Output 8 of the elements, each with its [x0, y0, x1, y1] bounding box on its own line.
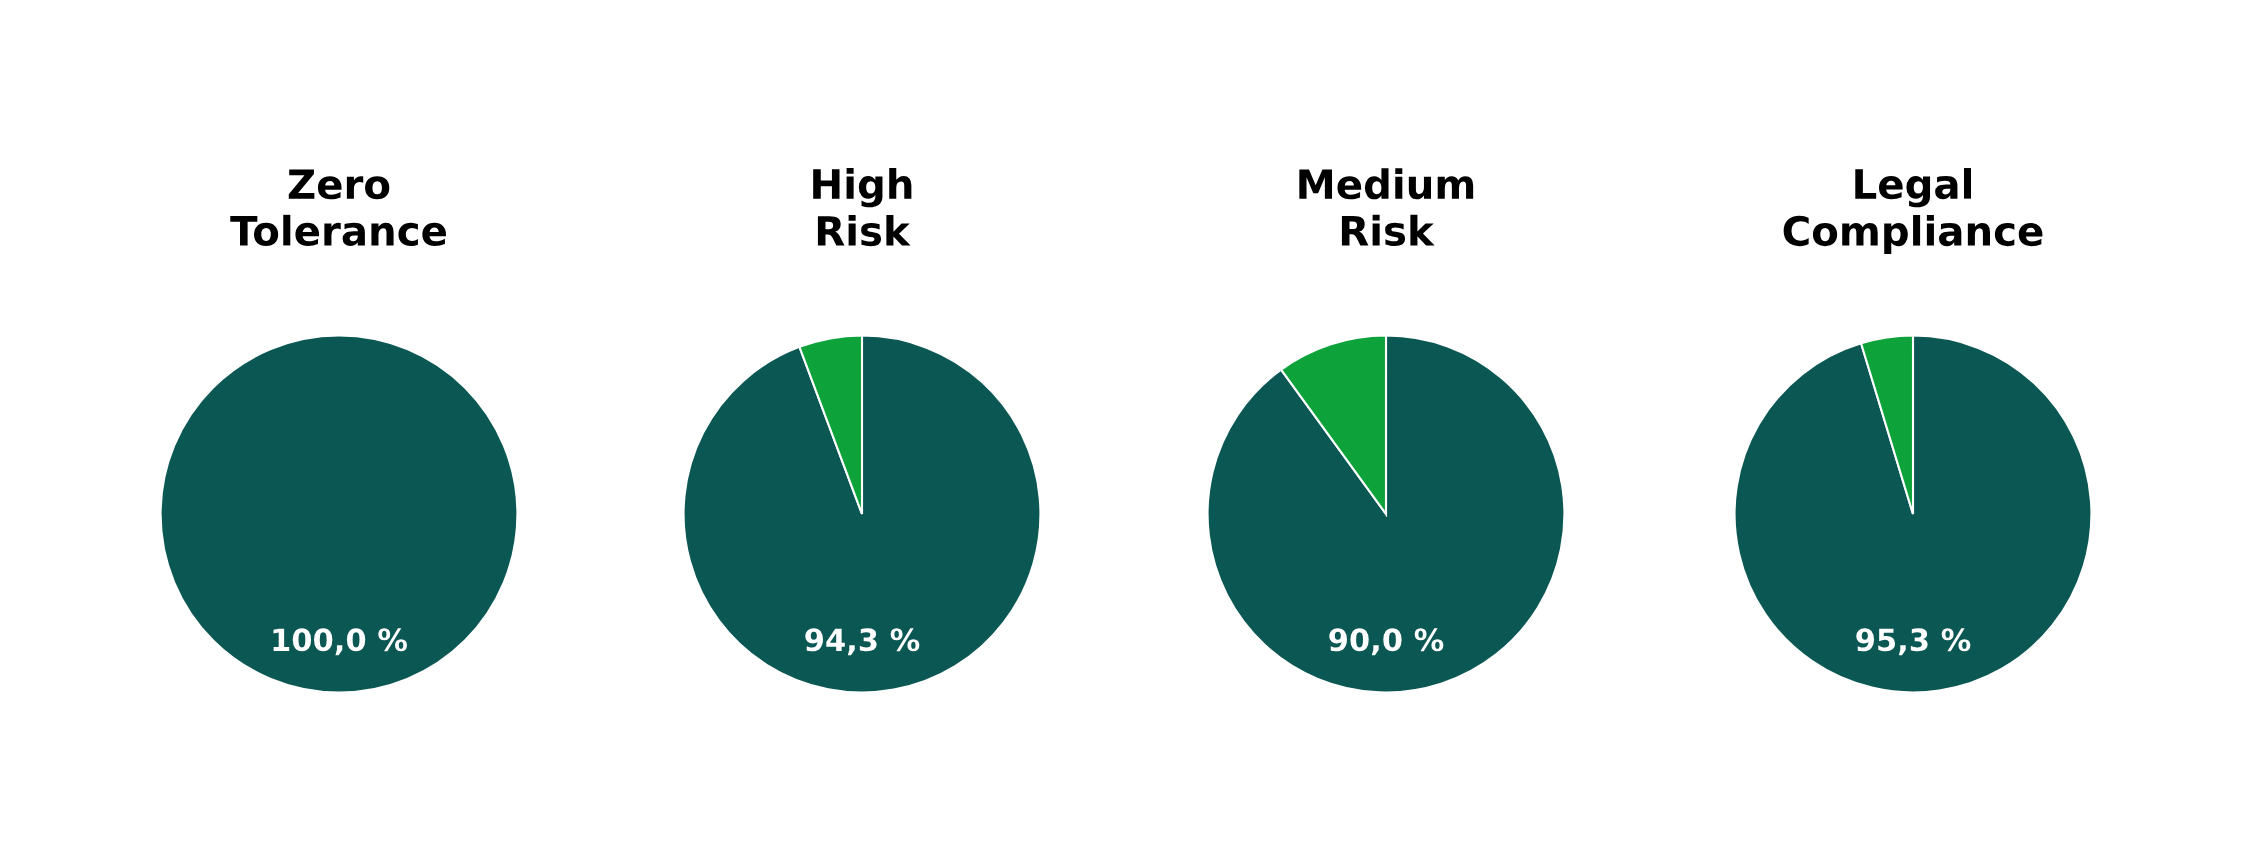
- data-label: 94,3 %: [805, 628, 920, 656]
- chart-title: Legal Compliance: [1783, 168, 2043, 254]
- chart-title: Zero Tolerance: [230, 169, 446, 246]
- chart-title: Medium Risk: [1299, 168, 1474, 246]
- data-label: 90,0 %: [1329, 628, 1444, 656]
- data-label: 95,3 %: [1856, 628, 1971, 656]
- chart-title: High Risk: [813, 168, 912, 247]
- data-label: 100,0 %: [273, 628, 407, 656]
